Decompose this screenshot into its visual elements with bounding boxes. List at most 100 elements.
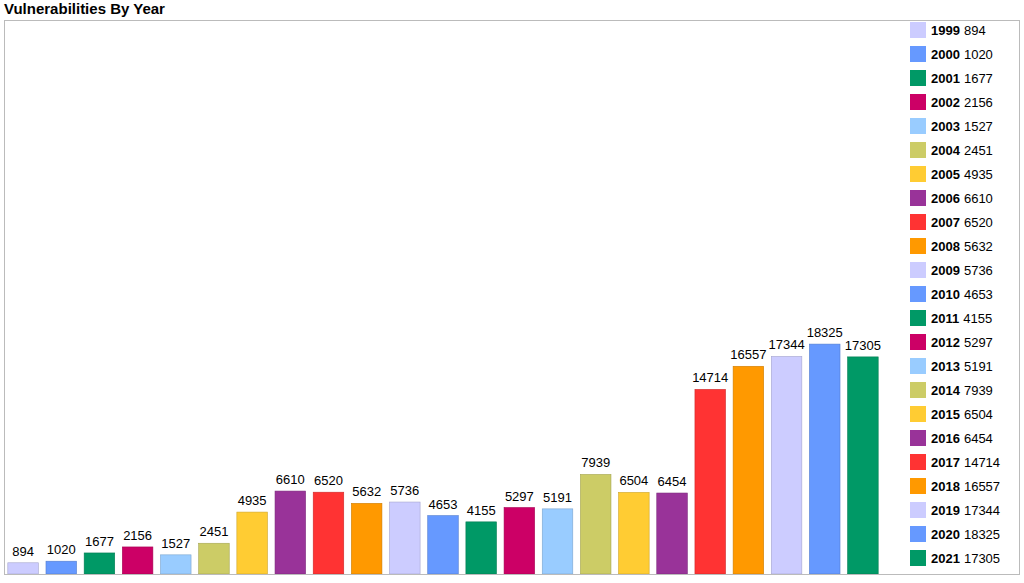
data-label: 18325 xyxy=(807,325,843,340)
legend-item: 20135191 xyxy=(910,358,993,374)
legend-swatch xyxy=(910,406,926,422)
legend-value: 6610 xyxy=(964,191,993,206)
legend-year: 2014 xyxy=(931,383,961,398)
legend-swatch xyxy=(910,190,926,206)
legend-year: 1999 xyxy=(931,23,960,38)
bar xyxy=(122,547,153,574)
data-labels: 8941020167721561527245149356610652056325… xyxy=(12,325,881,559)
data-label: 1020 xyxy=(47,542,76,557)
legend-label: 2002 2156 xyxy=(931,95,993,110)
legend-label: 1999894 xyxy=(931,23,986,38)
legend-label: 20095736 xyxy=(931,263,993,278)
legend-label: 20125297 xyxy=(931,335,993,350)
title: Vulnerabilities By Year xyxy=(4,0,165,17)
legend-item: 20001020 xyxy=(910,46,993,62)
legend-year: 2010 xyxy=(931,287,960,302)
legend-year: 2005 xyxy=(931,167,960,182)
legend-label: 20085632 xyxy=(931,239,993,254)
legend-value: 5191 xyxy=(964,359,993,374)
legend-year: 2008 xyxy=(931,239,960,254)
data-label: 17344 xyxy=(768,337,804,352)
legend-swatch xyxy=(910,262,926,278)
legend-item: 201917344 xyxy=(910,502,1000,518)
legend-value: 6520 xyxy=(964,215,993,230)
legend-swatch xyxy=(910,382,926,398)
bar xyxy=(390,502,421,574)
legend-label: 2010 4653 xyxy=(931,287,993,302)
bar xyxy=(657,493,688,574)
legend-label: 202018325 xyxy=(931,527,1000,542)
legend-swatch xyxy=(910,358,926,374)
data-label: 1677 xyxy=(85,534,114,549)
legend-item: 202018325 xyxy=(910,526,1000,542)
data-label: 2451 xyxy=(199,524,228,539)
legend-item: 20156504 xyxy=(910,406,993,422)
legend-item: 201714714 xyxy=(910,454,1000,470)
legend-value: 4653 xyxy=(964,287,993,302)
data-label: 4653 xyxy=(429,497,458,512)
legend-value: 1527 xyxy=(964,119,993,134)
data-label: 6520 xyxy=(314,473,343,488)
bar xyxy=(466,522,497,574)
bar xyxy=(161,555,192,574)
bar xyxy=(542,509,573,574)
legend-swatch xyxy=(910,550,926,566)
legend-item: 201816557 xyxy=(910,478,1000,494)
data-label: 14714 xyxy=(692,370,728,385)
legend-value: 17305 xyxy=(964,551,1000,566)
legend-year: 2018 xyxy=(931,479,960,494)
legend-value: 17344 xyxy=(964,503,1000,518)
legend-year: 2006 xyxy=(931,191,960,206)
legend-swatch xyxy=(910,502,926,518)
legend-year: 2002 xyxy=(931,95,960,110)
data-label: 6454 xyxy=(658,474,687,489)
legend-swatch xyxy=(910,22,926,38)
legend-value: 1677 xyxy=(964,71,993,86)
bar xyxy=(809,344,840,574)
bar xyxy=(351,503,382,574)
bar xyxy=(428,516,459,574)
bar xyxy=(275,491,306,574)
legend-item: 20054935 xyxy=(910,166,993,182)
bar xyxy=(733,366,764,574)
legend-item: 20125297 xyxy=(910,334,993,350)
legend-year: 2007 xyxy=(931,215,960,230)
legend-swatch xyxy=(910,166,926,182)
bar xyxy=(313,492,344,574)
bar xyxy=(504,508,535,574)
legend-label: 201714714 xyxy=(931,455,1000,470)
legend-label: 201816557 xyxy=(931,479,1000,494)
legend-value: 7939 xyxy=(964,383,993,398)
data-label: 7939 xyxy=(581,455,610,470)
legend-value: 2156 xyxy=(964,95,993,110)
legend-swatch xyxy=(910,334,926,350)
bar xyxy=(695,389,726,574)
data-label: 4935 xyxy=(238,493,267,508)
data-label: 6504 xyxy=(619,473,648,488)
legend-item: 20095736 xyxy=(910,262,993,278)
legend-year: 2001 xyxy=(931,71,960,86)
bar xyxy=(580,474,611,574)
legend-value: 6454 xyxy=(964,431,993,446)
data-label: 5297 xyxy=(505,489,534,504)
legend-label: 202117305 xyxy=(931,551,1000,566)
legend-value: 18325 xyxy=(964,527,1000,542)
legend-item: 20031527 xyxy=(910,118,993,134)
legend-value: 2451 xyxy=(964,143,993,158)
data-label: 5191 xyxy=(543,490,572,505)
legend-swatch xyxy=(910,46,926,62)
data-label: 5632 xyxy=(352,484,381,499)
legend-item: 20147939 xyxy=(910,382,993,398)
legend-swatch xyxy=(910,94,926,110)
legend-label: 2007 6520 xyxy=(931,215,993,230)
legend-year: 2017 xyxy=(931,455,960,470)
data-label: 1527 xyxy=(161,536,190,551)
data-label: 6610 xyxy=(276,472,305,487)
legend-year: 2004 xyxy=(931,143,961,158)
legend-item: 20042451 xyxy=(910,142,993,158)
y-axis-line xyxy=(4,23,5,575)
legend-label: 20031527 xyxy=(931,119,993,134)
legend-label: 20147939 xyxy=(931,383,993,398)
y-axis xyxy=(4,23,5,575)
data-label: 16557 xyxy=(730,347,766,362)
